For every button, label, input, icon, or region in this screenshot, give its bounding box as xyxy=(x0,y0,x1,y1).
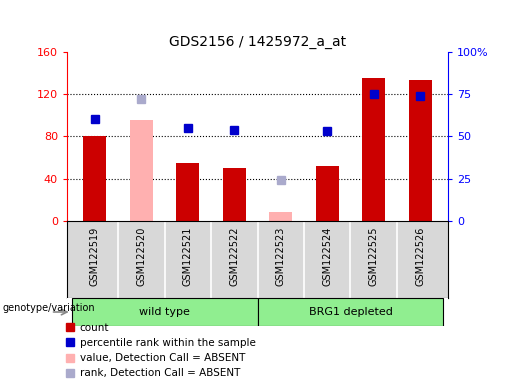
Bar xyxy=(258,298,443,326)
Text: BRG1 depleted: BRG1 depleted xyxy=(308,307,392,317)
Text: genotype/variation: genotype/variation xyxy=(3,303,95,313)
Bar xyxy=(362,78,385,221)
Bar xyxy=(72,298,258,326)
Text: GSM122525: GSM122525 xyxy=(369,227,379,286)
Legend: count, percentile rank within the sample, value, Detection Call = ABSENT, rank, : count, percentile rank within the sample… xyxy=(62,319,260,382)
Bar xyxy=(316,166,339,221)
Text: GSM122520: GSM122520 xyxy=(136,227,146,286)
Text: GSM122526: GSM122526 xyxy=(415,227,425,286)
Text: GSM122524: GSM122524 xyxy=(322,227,332,286)
Bar xyxy=(130,121,153,221)
Text: GSM122523: GSM122523 xyxy=(276,227,286,286)
Text: GSM122522: GSM122522 xyxy=(229,227,239,286)
Bar xyxy=(222,168,246,221)
Text: GSM122519: GSM122519 xyxy=(90,227,100,286)
Bar xyxy=(269,212,293,221)
Bar xyxy=(408,80,432,221)
Text: GSM122521: GSM122521 xyxy=(183,227,193,286)
Text: wild type: wild type xyxy=(139,307,190,317)
Bar xyxy=(83,136,107,221)
Bar xyxy=(176,163,199,221)
Title: GDS2156 / 1425972_a_at: GDS2156 / 1425972_a_at xyxy=(169,35,346,50)
